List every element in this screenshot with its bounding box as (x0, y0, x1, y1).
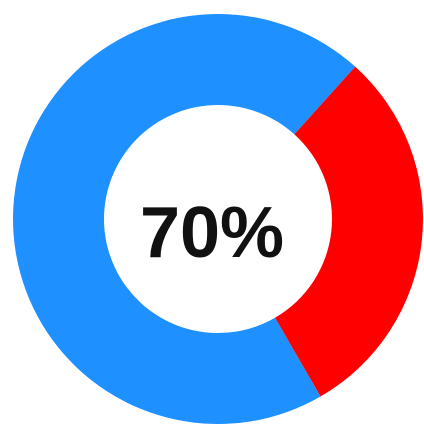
donut-slice-red (275, 66, 423, 397)
donut-slice-blue (13, 14, 356, 424)
center-percentage-label: 70% (140, 193, 284, 273)
donut-slices (13, 14, 423, 424)
